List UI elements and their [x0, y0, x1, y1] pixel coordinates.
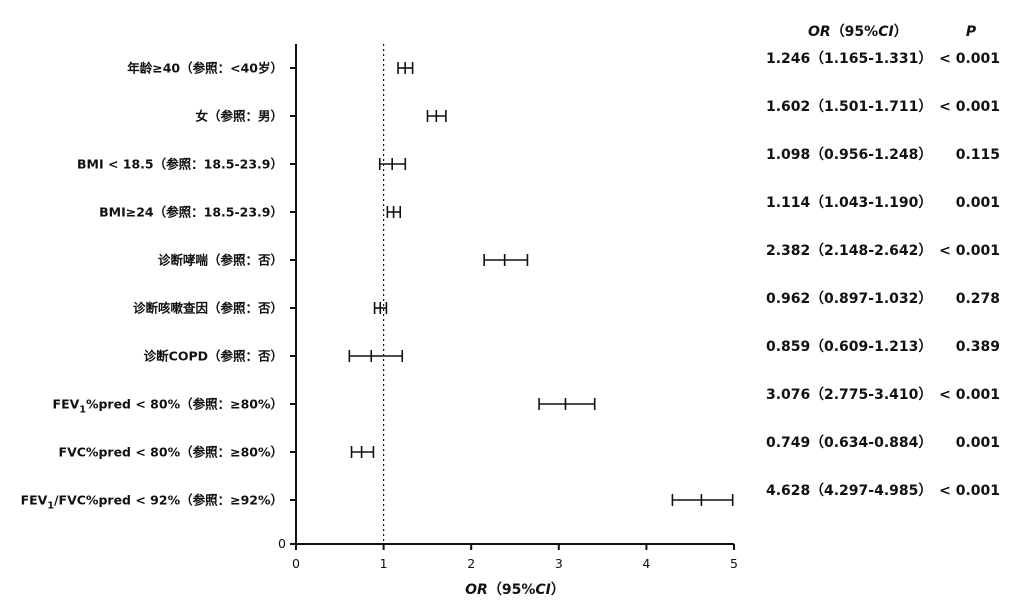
row-label: BMI≥24（参照：18.5-23.9）: [99, 205, 283, 220]
ci-row-1: [397, 62, 414, 74]
row-label: FVC%pred < 80%（参照：≥80%）: [59, 445, 283, 460]
or-value: 2.382: [766, 243, 810, 259]
row-label: 女（参照：男）: [195, 109, 283, 124]
or-value: 1.098: [766, 147, 810, 163]
p-value: < 0.001: [939, 243, 1000, 259]
x-tick-label: 2: [467, 556, 475, 571]
row-label: BMI < 18.5（参照：18.5-23.9）: [77, 157, 283, 172]
p-value: 0.278: [956, 291, 1000, 307]
ci-value: （1.501-1.711）: [810, 99, 932, 115]
table-header-p: P: [966, 24, 977, 40]
row-label: 诊断COPD（参照：否）: [144, 349, 283, 364]
ci-value: （4.297-4.985）: [810, 483, 932, 499]
x-tick-label: 5: [730, 556, 738, 571]
ci-value: （0.897-1.032）: [810, 291, 932, 307]
ci-row-7: [348, 350, 404, 362]
x-tick-label: 0: [292, 556, 300, 571]
ci-value: （2.148-2.642）: [810, 243, 932, 259]
p-value: 0.389: [956, 339, 1000, 355]
p-value: 0.001: [956, 195, 1000, 211]
x-tick-label: 3: [555, 556, 563, 571]
ci-row-4: [386, 206, 402, 218]
or-value: 0.962: [766, 291, 810, 307]
table-header-or: OR（95%CI）: [808, 24, 908, 40]
ci-value: （1.165-1.331）: [810, 51, 932, 67]
p-value: 0.001: [956, 435, 1000, 451]
ci-row-9: [350, 446, 375, 458]
p-value: < 0.001: [939, 483, 1000, 499]
ci-row-10: [671, 494, 734, 506]
or-value: 4.628: [766, 483, 810, 499]
result-table: 1.246 （1.165-1.331） < 0.001 1.602 （1.501-1.7…: [766, 51, 1000, 499]
ci-marks: [348, 62, 734, 506]
or-value: 0.859: [766, 339, 810, 355]
or-value: 1.114: [766, 195, 811, 211]
or-value: 3.076: [766, 387, 810, 403]
ci-row-2: [426, 110, 447, 122]
ci-row-6: [373, 302, 388, 314]
p-value: < 0.001: [939, 99, 1000, 115]
x-tick-label: 1: [380, 556, 388, 571]
y-zero-label: 0: [278, 536, 286, 551]
ci-value: （0.609-1.213）: [810, 339, 932, 355]
p-value: < 0.001: [939, 387, 1000, 403]
x-tick-label: 4: [642, 556, 650, 571]
ci-value: （1.043-1.190）: [810, 195, 932, 211]
ci-value: （0.634-0.884）: [810, 435, 932, 451]
row-label: FEV1/FVC%pred < 92%（参照：≥92%）: [21, 493, 283, 512]
x-axis-label: OR（95%CI）: [465, 582, 565, 598]
ci-row-3: [378, 158, 407, 170]
p-value: 0.115: [956, 147, 1000, 163]
row-label: FEV1%pred < 80%（参照：≥80%）: [53, 397, 283, 416]
x-ticks: 0 1 2 3 4 5: [292, 544, 738, 571]
ci-row-8: [538, 398, 596, 410]
ci-value: （0.956-1.248）: [810, 147, 932, 163]
ci-value: （2.775-3.410）: [810, 387, 932, 403]
row-labels: 年龄≥40（参照：<40岁） 女（参照：男） BMI < 18.5（参照：18.5-…: [21, 61, 296, 512]
ci-row-5: [483, 254, 529, 266]
or-value: 1.246: [766, 51, 810, 67]
row-label: 诊断咳嗽查因（参照：否）: [133, 301, 283, 316]
or-value: 0.749: [766, 435, 810, 451]
row-label: 诊断哮喘（参照：否）: [158, 253, 283, 268]
or-value: 1.602: [766, 99, 810, 115]
row-label: 年龄≥40（参照：<40岁）: [127, 61, 283, 76]
p-value: < 0.001: [939, 51, 1000, 67]
